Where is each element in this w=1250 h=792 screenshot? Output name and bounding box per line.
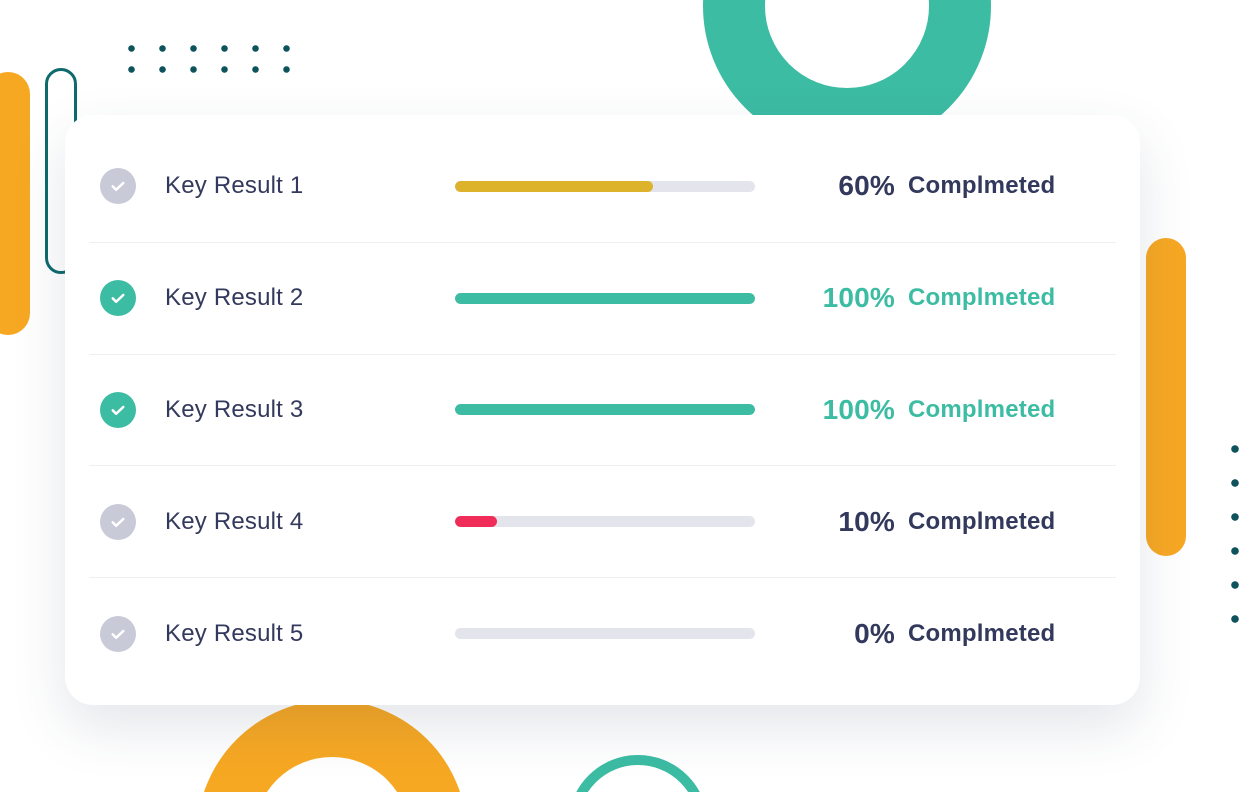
teal-arc-shape-bottom xyxy=(568,755,708,792)
progress-fill xyxy=(455,516,497,528)
key-result-row: Key Result 4 10% Complmeted xyxy=(89,466,1116,579)
check-circle-icon xyxy=(100,503,136,540)
key-result-label: Key Result 3 xyxy=(165,395,304,423)
status-label: Complmeted xyxy=(908,619,1056,647)
progress-fill xyxy=(455,292,755,304)
key-result-row: Key Result 1 60% Complmeted xyxy=(89,131,1116,243)
status-label: Complmeted xyxy=(908,395,1056,423)
orange-donut-shape-bottom xyxy=(197,700,467,792)
percent-value: 0% xyxy=(854,617,895,649)
key-result-label: Key Result 2 xyxy=(165,284,304,312)
check-circle-icon xyxy=(100,391,136,428)
check-circle-icon xyxy=(100,280,136,317)
progress-bar xyxy=(455,292,755,304)
status-label: Complmeted xyxy=(908,172,1056,200)
check-icon xyxy=(111,629,125,639)
key-result-label: Key Result 4 xyxy=(165,507,304,535)
key-result-row: Key Result 2 100% Complmeted xyxy=(89,243,1116,355)
key-result-row: Key Result 3 100% Complmeted xyxy=(89,355,1116,467)
percent-value: 10% xyxy=(838,505,895,537)
check-circle-icon xyxy=(100,615,136,652)
orange-bar-shape-right xyxy=(1146,238,1186,556)
dots-pattern-right xyxy=(1222,428,1250,633)
check-circle-icon xyxy=(100,168,136,205)
progress-fill xyxy=(455,180,653,192)
key-result-row: Key Result 5 0% Complmeted xyxy=(89,578,1116,689)
orange-bar-shape-left xyxy=(0,72,30,335)
check-icon xyxy=(111,405,125,416)
key-result-label: Key Result 1 xyxy=(165,172,304,200)
status-label: Complmeted xyxy=(908,507,1056,535)
check-icon xyxy=(111,517,125,527)
progress-fill xyxy=(455,404,755,416)
status-label: Complmeted xyxy=(908,284,1056,312)
progress-bar xyxy=(455,180,755,192)
check-icon xyxy=(111,293,125,304)
progress-bar xyxy=(455,628,755,640)
progress-bar xyxy=(455,404,755,416)
progress-bar xyxy=(455,516,755,528)
percent-value: 100% xyxy=(822,282,895,314)
key-results-card: Key Result 1 60% Complmeted Key Result 2… xyxy=(65,115,1140,705)
check-icon xyxy=(111,182,125,192)
percent-value: 100% xyxy=(822,393,895,425)
key-result-label: Key Result 5 xyxy=(165,619,304,647)
percent-value: 60% xyxy=(838,170,895,202)
dots-pattern-top-left xyxy=(112,34,298,76)
